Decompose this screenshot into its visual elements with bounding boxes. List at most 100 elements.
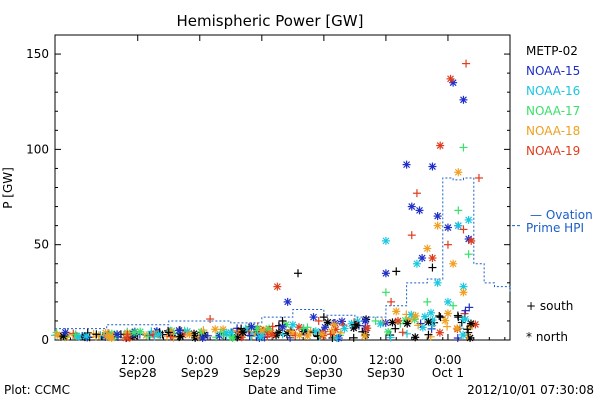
ovation-legend-line2: Prime HPI [526,221,584,235]
y-tick-label: 150 [26,47,49,61]
data-point-noaa-16 [428,321,437,330]
legend-item-noaa-19: NOAA-19 [526,144,580,158]
data-point-noaa-19 [273,282,282,291]
data-point-noaa-18 [185,330,194,339]
data-point-noaa-19 [474,173,483,182]
data-point-noaa-16 [278,330,287,339]
data-point-metp-02 [164,328,173,337]
x-axis: 12:00Sep280:00Sep2912:00Sep290:00Sep3012… [54,35,506,380]
data-point-metp-02 [403,319,412,328]
data-point-noaa-18 [330,320,339,329]
x-tick-date-label: Sep30 [367,366,405,380]
data-point-noaa-15 [381,269,390,278]
data-point-noaa-19 [407,231,416,240]
data-point-metp-02 [428,263,437,272]
data-point-noaa-19 [443,240,452,249]
data-point-noaa-15 [381,318,390,327]
data-point-noaa-18 [285,326,294,335]
data-point-noaa-18 [441,316,450,325]
ovation-legend-line1: — Ovation [530,208,593,222]
data-point-noaa-16 [333,334,342,343]
x-tick-label: 0:00 [186,353,213,367]
data-point-noaa-15 [245,331,254,340]
data-point-noaa-15 [309,313,318,322]
x-tick-label: 0:00 [434,353,461,367]
data-point-metp-02 [388,318,397,327]
x-tick-date-label: Sep30 [305,366,343,380]
data-point-noaa-19 [387,297,396,306]
data-point-noaa-17 [130,328,139,337]
data-point-noaa-18 [295,331,304,340]
data-point-noaa-17 [216,328,225,337]
data-point-noaa-16 [433,278,442,287]
data-point-noaa-18 [449,259,458,268]
data-point-noaa-18 [414,321,423,330]
data-point-metp-02 [466,319,475,328]
data-point-metp-02 [59,332,68,341]
data-point-noaa-19 [268,330,277,339]
data-point-noaa-19 [363,324,372,333]
data-point-noaa-16 [402,329,411,338]
data-point-noaa-16 [82,332,91,341]
data-point-metp-02 [392,267,401,276]
data-point-metp-02 [435,311,444,320]
y-tick-label: 50 [34,238,49,252]
data-point-noaa-19 [206,315,215,324]
data-point-noaa-15 [337,317,346,326]
data-point-noaa-15 [465,303,474,312]
data-point-noaa-16 [340,324,349,333]
legend: METP-02 NOAA-15 NOAA-16 NOAA-17 NOAA-18 NOAA-… [526,44,580,158]
data-point-noaa-16 [256,332,265,341]
data-point-noaa-18 [453,324,462,333]
data-point-noaa-16 [461,315,470,324]
data-point-noaa-18 [443,322,452,331]
data-point-noaa-15 [215,331,224,340]
chart-title: Hemispheric Power [GW] [177,12,364,30]
data-point-noaa-17 [449,301,458,310]
data-point-noaa-19 [398,328,407,337]
data-point-noaa-18 [317,330,326,339]
data-point-noaa-16 [464,215,473,224]
data-point-noaa-18 [443,309,452,318]
x-tick-label: 0:00 [310,353,337,367]
data-point-noaa-19 [166,332,175,341]
data-point-noaa-19 [314,316,323,325]
data-point-noaa-16 [427,308,436,317]
data-point-noaa-15 [361,316,370,325]
data-point-metp-02 [349,333,358,342]
legend-item-noaa-15: NOAA-15 [526,64,580,78]
data-point-noaa-17 [371,316,380,325]
ovation-line-layer [55,177,522,330]
data-point-metp-02 [454,313,463,322]
data-point-noaa-19 [446,74,455,83]
data-point-noaa-15 [415,206,424,215]
data-point-noaa-17 [454,206,463,215]
data-point-noaa-17 [212,333,221,342]
data-point-metp-02 [436,313,445,322]
data-point-noaa-17 [381,288,390,297]
data-point-metp-02 [350,320,359,329]
data-point-noaa-19 [263,332,272,341]
x-tick-date-label: Sep29 [181,366,219,380]
data-point-metp-02 [319,313,328,322]
data-point-noaa-17 [228,333,237,342]
data-point-noaa-18 [433,221,442,230]
plot-timestamp: 2012/10/01 07:30:08 [467,383,594,397]
data-point-noaa-19 [462,59,471,68]
data-point-noaa-15 [428,162,437,171]
data-point-noaa-19 [412,189,421,198]
data-point-noaa-16 [443,297,452,306]
data-point-noaa-16 [226,328,235,337]
data-point-noaa-19 [428,254,437,263]
legend-item-noaa-17: NOAA-17 [526,104,580,118]
plot-source-label: Plot: CCMC [4,383,70,397]
data-point-noaa-16 [454,221,463,230]
data-point-noaa-17 [299,324,308,333]
data-point-noaa-18 [257,326,266,335]
x-axis-label: Date and Time [248,383,336,397]
data-point-noaa-18 [459,288,468,297]
data-point-noaa-15 [278,322,287,331]
data-point-metp-02 [424,318,433,327]
data-point-metp-02 [278,316,287,325]
